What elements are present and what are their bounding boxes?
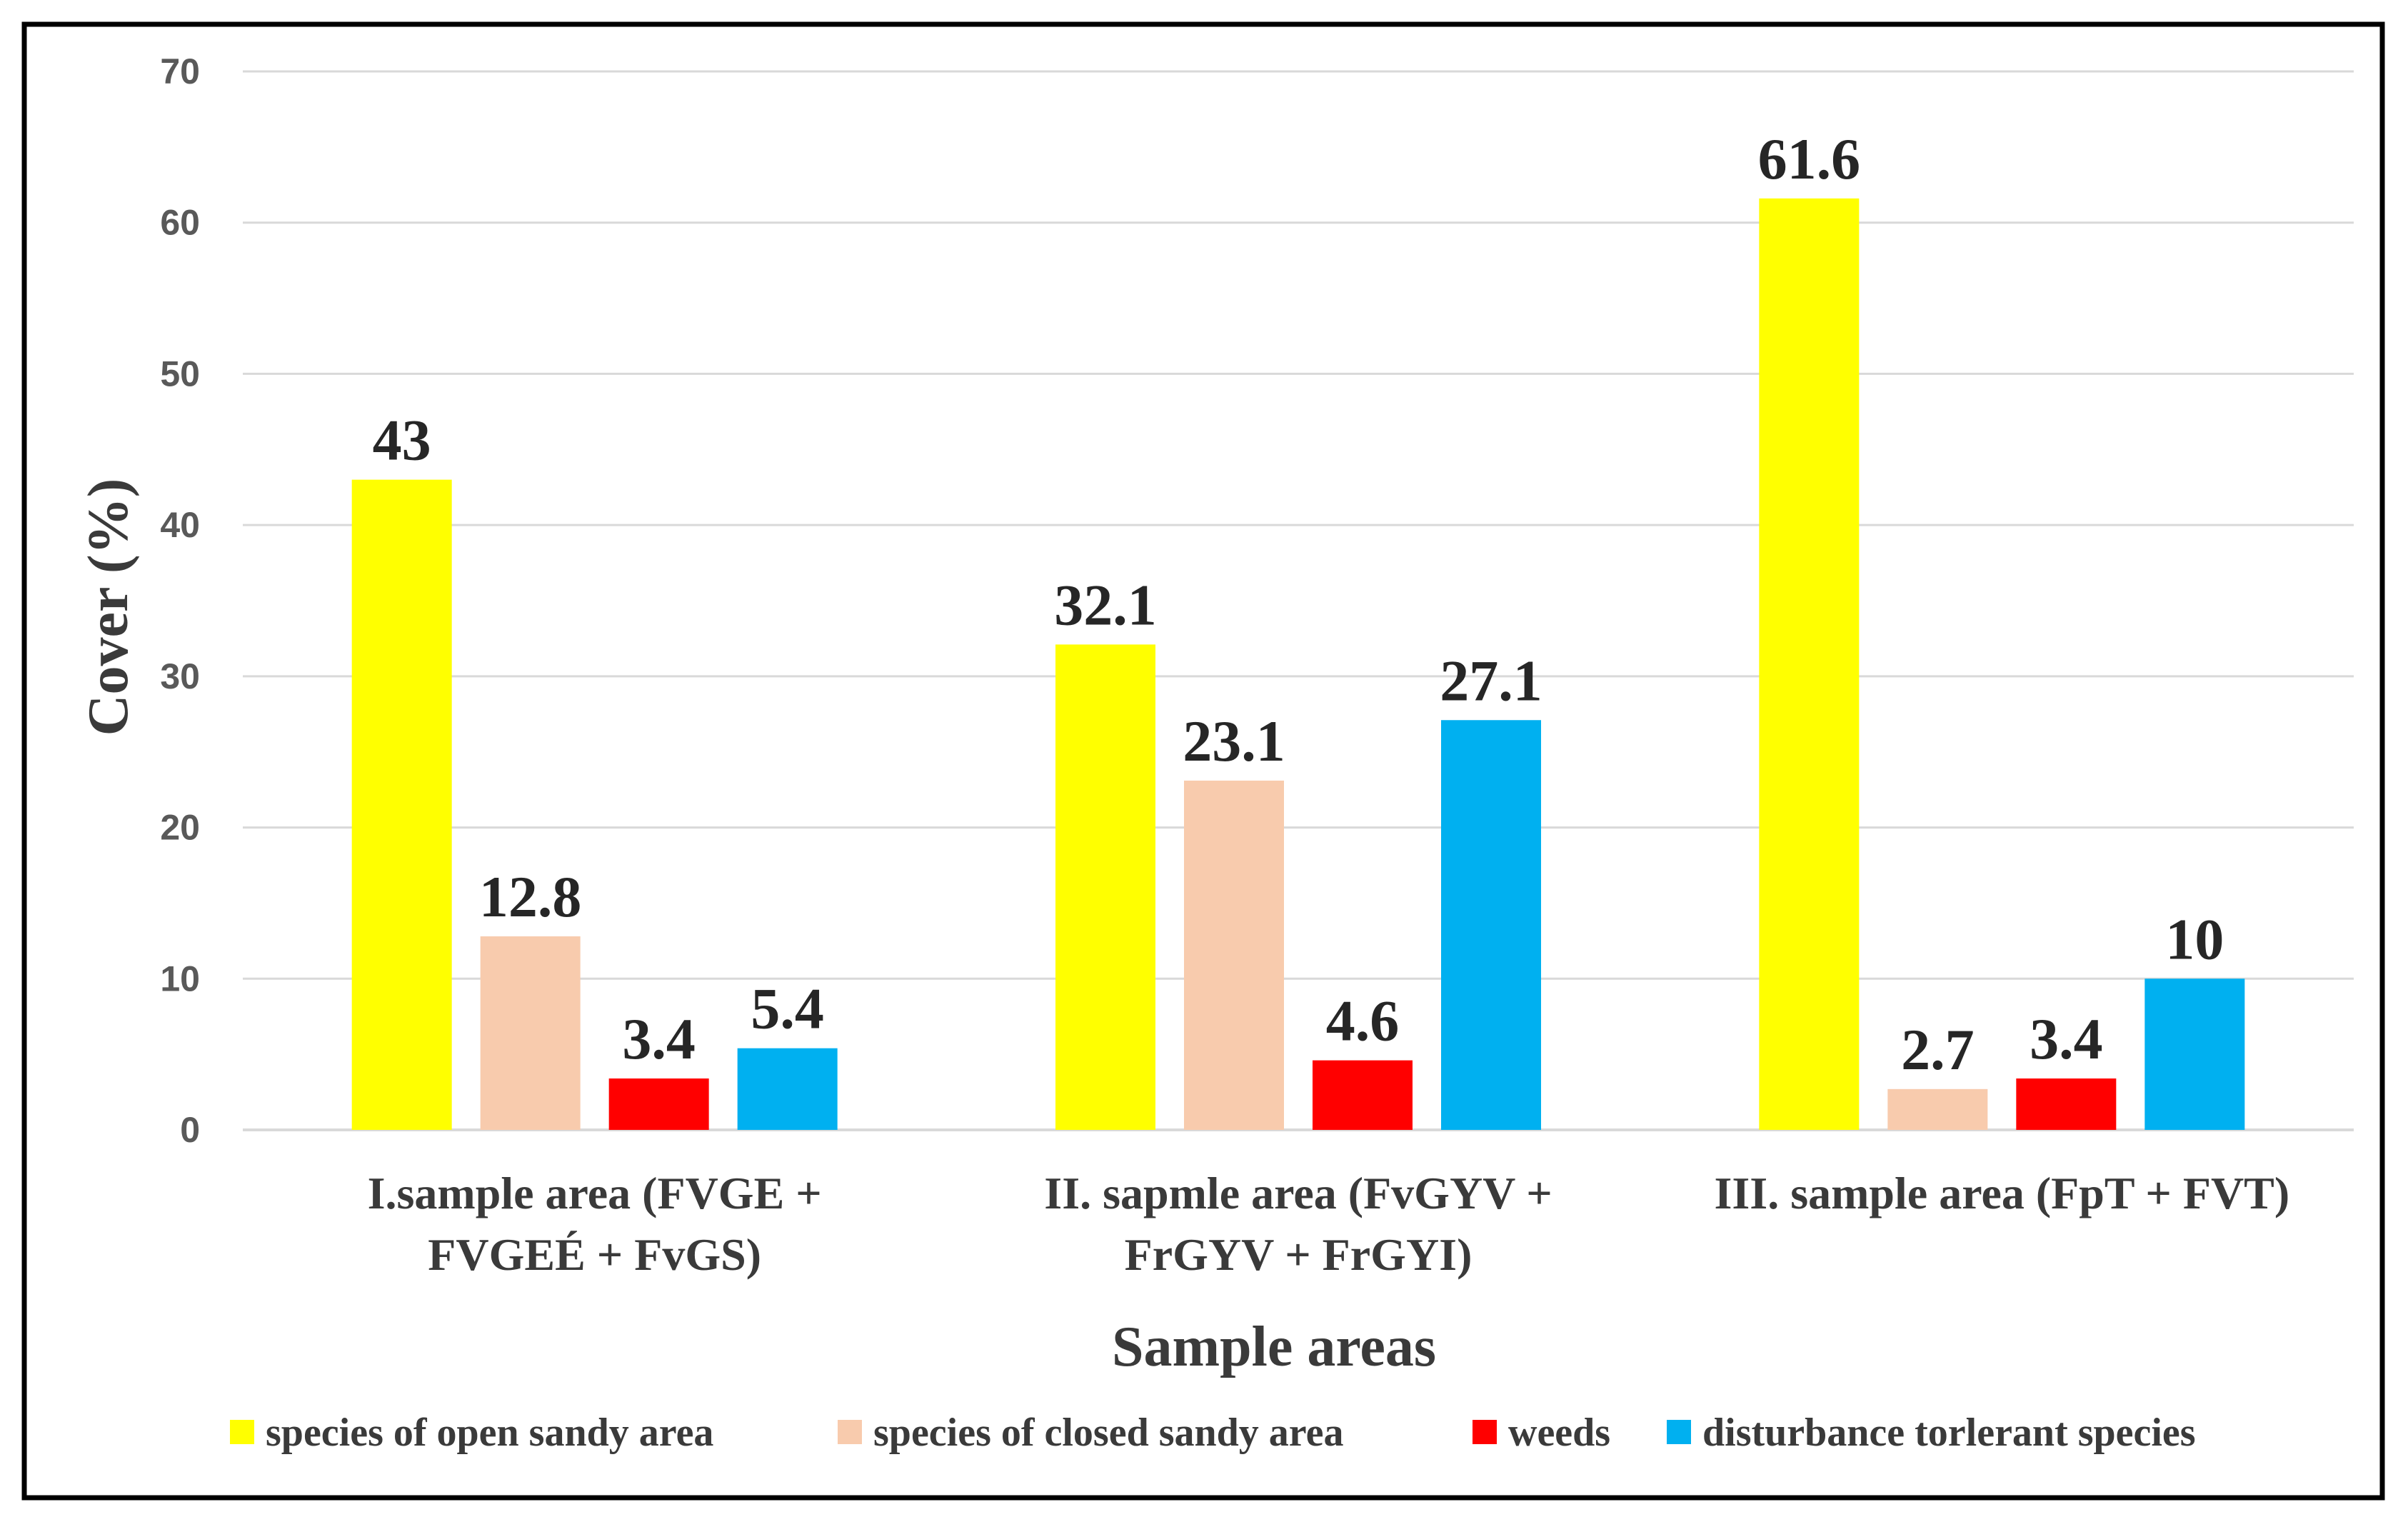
bar-1-3 [1759, 198, 1860, 1131]
y-axis-title: Cover (%) [77, 479, 140, 736]
y-tick-label: 70 [160, 51, 200, 91]
data-label: 43 [373, 408, 431, 473]
x-axis-title: Sample areas [1112, 1316, 1436, 1378]
data-labels: 43 32.1 61.6 12.8 23.1 2.7 3.4 4.6 3.4 5.4 27.1 10 [373, 126, 2224, 1082]
bar-4-3 [2144, 978, 2245, 1130]
y-tick-label: 60 [160, 203, 200, 243]
y-tick-label: 20 [160, 808, 200, 848]
legend-label: species of closed sandy area [873, 1411, 1344, 1455]
x-category-label: III. sample area (FpT + FVT) [1714, 1168, 2289, 1218]
legend-swatch [230, 1420, 254, 1444]
bar-4-1 [737, 1048, 838, 1130]
data-label: 61.6 [1758, 126, 1861, 191]
bar-4-2 [1441, 720, 1541, 1130]
data-label: 2.7 [1901, 1017, 1975, 1082]
legend-swatch [838, 1420, 862, 1444]
data-label: 3.4 [2030, 1006, 2103, 1071]
gridlines [243, 70, 2354, 1131]
bar-2-3 [1887, 1088, 1988, 1130]
data-label: 10 [2165, 906, 2224, 971]
category-labels: I.sample area (FVGE + FVGEÉ + FvGS) II. sa… [368, 1168, 2290, 1280]
bars [351, 198, 2245, 1131]
bar-2-2 [1184, 780, 1284, 1130]
data-label: 5.4 [751, 976, 824, 1041]
bar-1-1 [351, 479, 452, 1130]
data-label: 3.4 [622, 1006, 696, 1071]
bar-3-1 [608, 1078, 709, 1130]
data-label: 23.1 [1183, 709, 1285, 773]
y-tick-label: 40 [160, 505, 200, 545]
data-label: 27.1 [1440, 648, 1542, 713]
x-category-label: FrGYV + FrGYI) [1125, 1229, 1473, 1280]
legend-label: disturbance torlerant species [1702, 1411, 2196, 1455]
x-category-label: II. sapmle area (FvGYV + [1044, 1168, 1552, 1218]
legend-label: weeds [1508, 1411, 1610, 1455]
legend: species of open sandy area species of clo… [230, 1411, 2196, 1455]
y-tick-label: 0 [180, 1110, 200, 1150]
y-tick-label: 10 [160, 958, 200, 998]
y-tick-label: 50 [160, 354, 200, 394]
legend-swatch [1667, 1420, 1691, 1444]
data-label: 12.8 [479, 864, 582, 929]
x-category-label: I.sample area (FVGE + [368, 1168, 822, 1218]
legend-label: species of open sandy area [266, 1411, 713, 1455]
bar-3-3 [2016, 1078, 2117, 1130]
y-tick-label: 30 [160, 656, 200, 696]
data-label: 32.1 [1054, 572, 1157, 637]
data-label: 4.6 [1326, 988, 1400, 1053]
x-category-label: FVGEÉ + FvGS) [428, 1229, 761, 1280]
y-axis-ticks: 0 10 20 30 40 50 60 70 [160, 51, 200, 1150]
legend-swatch [1473, 1420, 1497, 1444]
bar-3-2 [1313, 1060, 1413, 1130]
bar-1-2 [1055, 644, 1155, 1130]
bar-2-1 [480, 936, 581, 1130]
